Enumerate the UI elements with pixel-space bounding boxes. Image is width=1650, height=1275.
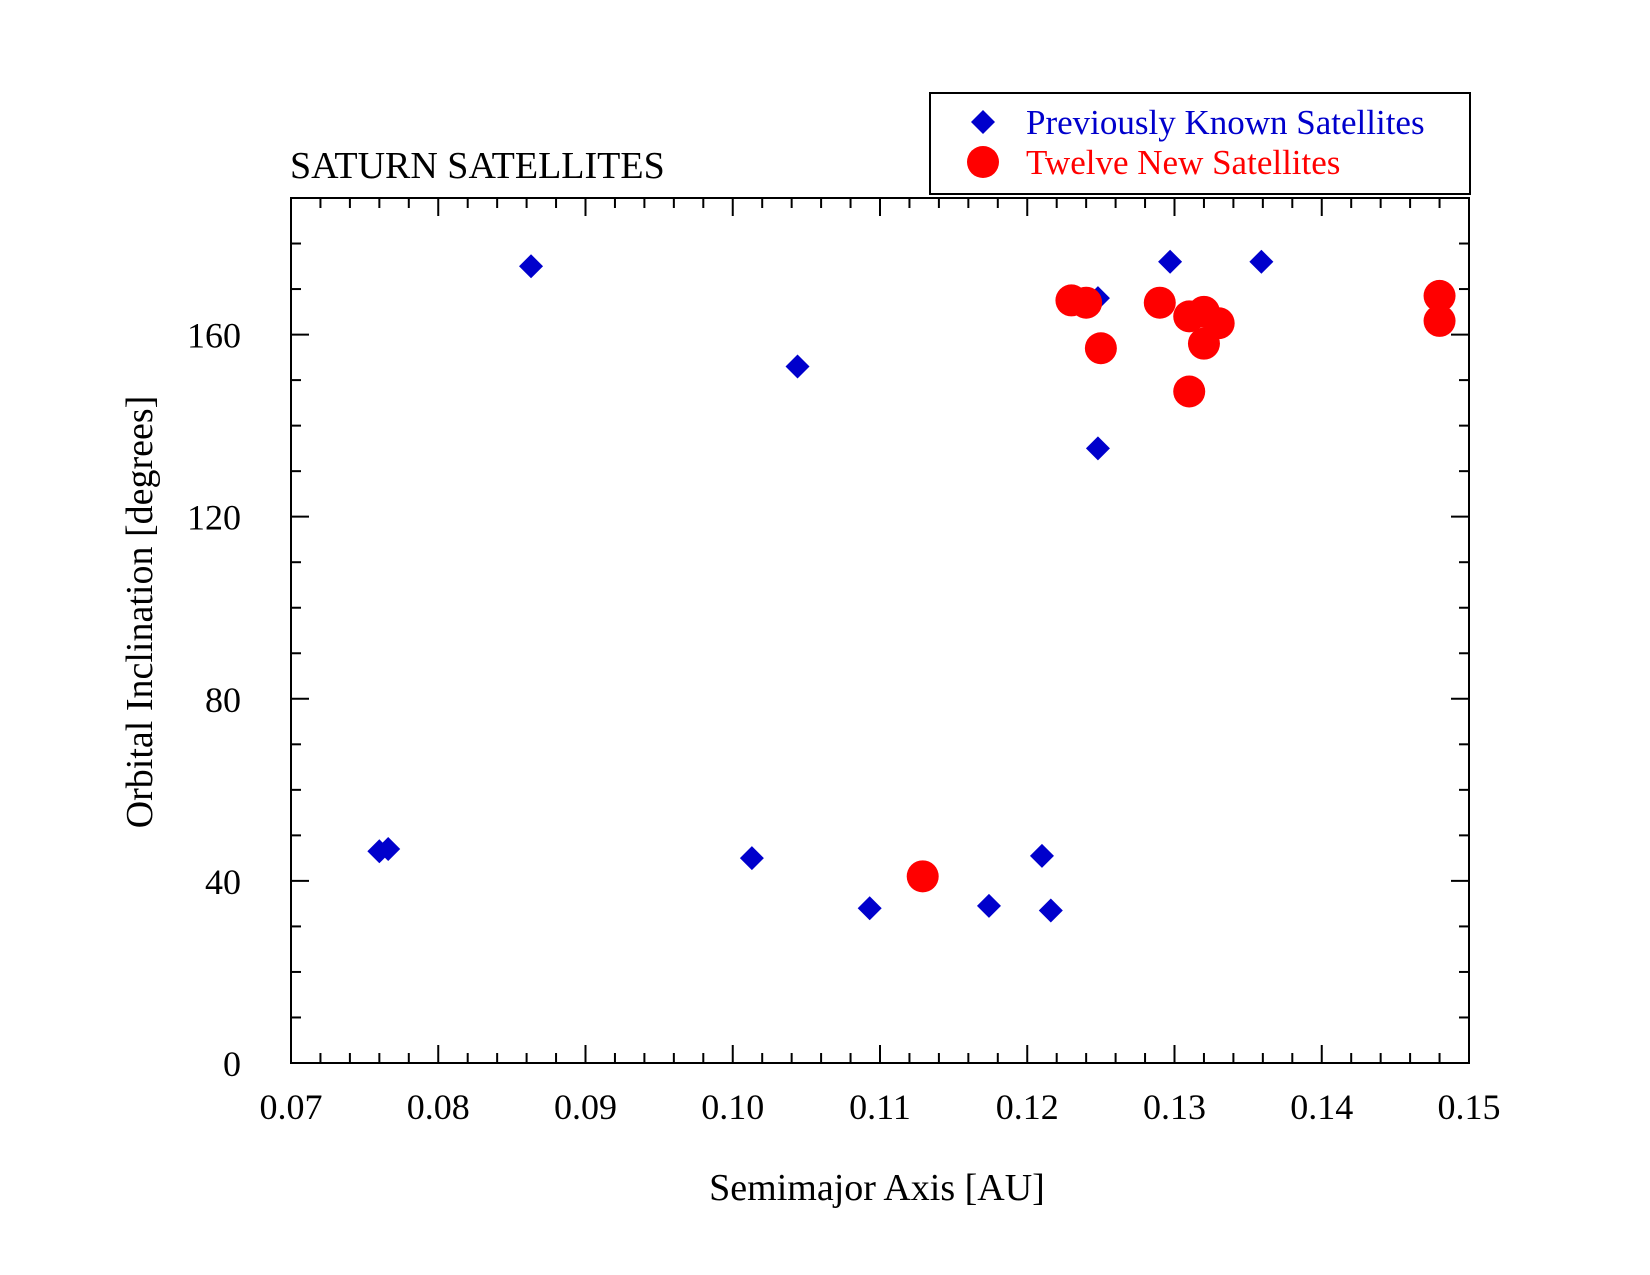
x-tick-label: 0.09 <box>554 1087 617 1127</box>
new-satellite-point <box>1173 375 1206 408</box>
data-markers <box>367 249 1456 923</box>
y-axis-label: Orbital Inclination [degrees] <box>119 396 161 829</box>
new-satellite-point <box>1423 304 1456 337</box>
new-satellite-point <box>1084 332 1117 365</box>
y-tick-label: 0 <box>223 1044 241 1084</box>
new-satellite-point <box>906 860 939 893</box>
new-satellite-point <box>1070 286 1103 319</box>
plot-frame <box>290 197 1470 1064</box>
legend-diamond-icon <box>971 110 995 134</box>
known-satellite-point <box>1038 898 1063 923</box>
new-satellite-point <box>1423 279 1456 312</box>
x-tick-labels: 0.07 0.08 0.09 0.10 0.11 0.12 0.13 0.14 0.15 <box>260 1087 1501 1127</box>
legend-circle-icon <box>967 146 999 178</box>
x-tick-label: 0.11 <box>849 1087 911 1127</box>
known-satellite-point <box>1158 249 1183 274</box>
x-tick-label: 0.07 <box>260 1087 323 1127</box>
x-tick-label: 0.14 <box>1290 1087 1353 1127</box>
x-tick-label: 0.08 <box>407 1087 470 1127</box>
legend-label: Previously Known Satellites <box>1026 103 1425 142</box>
major-ticks <box>290 198 1470 1064</box>
x-tick-label: 0.13 <box>1143 1087 1206 1127</box>
y-tick-label: 120 <box>187 498 241 538</box>
new-satellite-point <box>1187 327 1220 360</box>
y-tick-labels: 0 40 80 120 160 <box>187 316 241 1084</box>
known-satellite-point <box>739 846 764 871</box>
y-tick-label: 40 <box>205 862 241 902</box>
known-satellite-point <box>1029 843 1054 868</box>
known-satellite-point <box>976 893 1001 918</box>
x-tick-label: 0.10 <box>701 1087 764 1127</box>
new-satellite-point <box>1143 286 1176 319</box>
y-tick-label: 80 <box>205 680 241 720</box>
y-tick-label: 160 <box>187 316 241 356</box>
x-axis-label: Semimajor Axis [AU] <box>709 1167 1045 1209</box>
legend-box <box>929 92 1471 195</box>
x-tick-label: 0.12 <box>996 1087 1059 1127</box>
x-tick-label: 0.15 <box>1438 1087 1501 1127</box>
known-satellite-point <box>1249 249 1274 274</box>
chart-title: SATURN SATELLITES <box>290 145 665 187</box>
legend-label: Twelve New Satellites <box>1026 143 1340 182</box>
known-satellite-point <box>857 896 882 921</box>
known-satellite-point <box>519 254 544 279</box>
minor-ticks <box>291 197 1469 1063</box>
known-satellite-point <box>1085 436 1110 461</box>
known-satellite-point <box>785 354 810 379</box>
known-satellite-point <box>376 837 401 862</box>
